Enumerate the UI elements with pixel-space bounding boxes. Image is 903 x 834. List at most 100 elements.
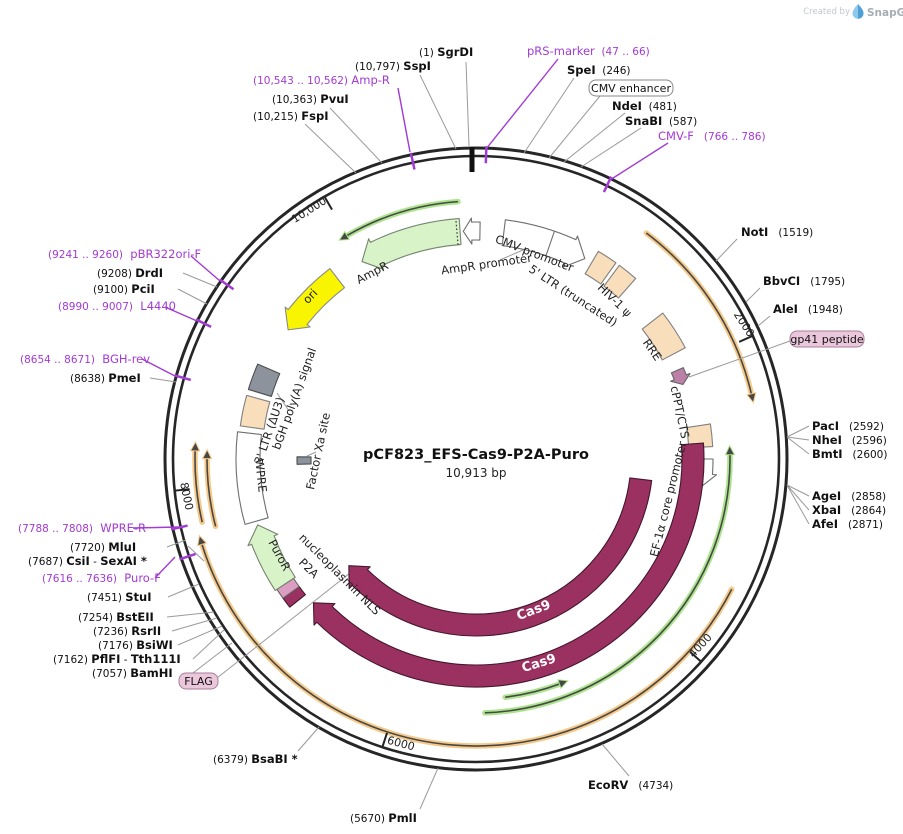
orf-orange-left1-arrowhead-icon: [189, 440, 201, 452]
flag-box: [178, 672, 219, 690]
orf-orange-left1-core: [194, 450, 203, 523]
cmv-enhancer-box: [588, 79, 674, 97]
leader-line: [419, 74, 457, 150]
orf-right-long-arrowhead-icon: [724, 444, 736, 456]
backbone-inner-circle: [171, 154, 781, 764]
scale-tick: [381, 732, 388, 747]
site-label-drdi: (9208) DrdI: [97, 266, 163, 280]
leader-line: [688, 340, 791, 378]
leader-line: [297, 726, 320, 752]
site-label-pvui: (10,363) PvuI: [272, 92, 349, 106]
leader-line: [177, 625, 223, 646]
feature-puror: [247, 524, 296, 591]
primer-leader-line: [397, 87, 411, 153]
gp41-peptide-box-text: gp41 peptide: [790, 333, 864, 346]
primer-leader-line: [141, 358, 176, 377]
scale-tick: [175, 488, 190, 492]
site-label-bamhi: (7057) BamHI: [92, 666, 173, 680]
site-label-sspi: (10,797) SspI: [355, 59, 431, 73]
backbone-outer-circle: [163, 146, 789, 772]
site-label-noti: NotI (1519): [741, 225, 813, 239]
leader-line: [580, 127, 642, 168]
scale-tick-label: 2000: [731, 309, 757, 340]
site-label-ndei: NdeI (481): [612, 99, 677, 113]
cppt-cts-label: cPPT/CTS: [668, 385, 693, 440]
scale-tick-label: 4000: [686, 631, 715, 660]
primer-leader-line: [164, 306, 198, 322]
leader-line: [166, 539, 187, 548]
leader-line: [465, 61, 470, 147]
site-label-bsabi: (6379) BsaBI *: [213, 752, 298, 766]
site-label-stui: (7451) StuI: [87, 590, 152, 604]
site-label-afei: AfeI (2871): [812, 517, 883, 531]
feature-divider: [545, 230, 555, 256]
site-label-sgrdi: (1) SgrDI: [419, 45, 473, 59]
site-label-pmli: (5670) PmlI: [350, 811, 417, 825]
site-label-prs-marker: pRS-marker (47 .. 66): [527, 44, 650, 58]
feature-rre: [641, 312, 686, 361]
gp41-peptide-box: [789, 330, 865, 348]
site-label-rsrii: (7236) RsrII: [93, 624, 161, 638]
site-label-mlui: (7720) MluI: [70, 540, 136, 554]
site-label-wpre-r: (7788 .. 7808) WPRE-R: [18, 521, 146, 535]
orf-orange-left2-core: [206, 458, 217, 527]
site-label-ecorv: EcoRV (4734): [588, 778, 673, 792]
leader-line: [786, 436, 810, 441]
orf-ampr-core: [346, 200, 459, 237]
site-label-spei: SpeI (246): [567, 63, 631, 77]
leader-line: [192, 629, 225, 660]
leader-line: [149, 377, 177, 383]
orf-orange-long-arrowhead-icon: [197, 534, 208, 547]
leader-line: [177, 288, 208, 305]
leader-line: [786, 436, 810, 455]
site-label-bsiwi: (7176) BsiWI: [98, 638, 173, 652]
site-label-fspi: (10,215) FspI: [253, 109, 329, 123]
leader-line: [563, 112, 626, 163]
leader-line: [548, 95, 601, 159]
leader-line: [786, 484, 810, 511]
scale-tick-label: 10,000: [289, 194, 329, 225]
primer-tick: [174, 374, 192, 382]
primer-leader-line: [154, 556, 176, 579]
feature-divider-dotted: [455, 218, 459, 245]
site-label-xbai: XbaI (2864): [812, 503, 886, 517]
leader-line: [601, 743, 630, 777]
flag-box-text: FLAG: [184, 675, 213, 688]
feature-bgh-polya: [247, 363, 281, 397]
orf-bottom-arrowhead-icon: [557, 679, 569, 690]
leader-line: [192, 642, 233, 674]
feature-ampr: [361, 218, 462, 270]
orf-ampr-arrowhead-icon: [338, 230, 351, 241]
site-label-cmv-f: CMV-F (766 .. 786): [658, 129, 766, 143]
feature-cas9-inner: [348, 477, 653, 637]
feature-cas9-outer: [312, 442, 705, 688]
site-label-alei: AleI (1948): [773, 302, 843, 316]
site-label-puro-f: (7616 .. 7636) Puro-F: [42, 571, 161, 585]
leader-line: [523, 77, 575, 154]
feature-factor-xa-site: [296, 456, 312, 465]
leader-line: [786, 484, 810, 525]
feature-3ltr-du3: [239, 394, 271, 430]
site-label-bbvci: BbvCI (1795): [763, 274, 845, 288]
orf-bottom-band: [502, 681, 563, 700]
site-label-amp-r: (10,543 .. 10,562) Amp-R: [253, 73, 390, 87]
primer-leader-line: [190, 255, 221, 282]
primer-leader-line: [132, 526, 181, 529]
primer-leader-line: [609, 142, 669, 181]
leader-line: [166, 611, 215, 618]
feature-wpre: [235, 431, 269, 525]
cmv-enhancer-box-text: CMV enhancer: [591, 82, 671, 95]
site-label-pflfi-tth111i: (7162) PflFI - Tth111I: [53, 652, 181, 666]
wpre-label: WPRE: [252, 458, 269, 493]
leader-line: [745, 287, 761, 303]
leader-line: [306, 451, 317, 457]
site-label-pmei: (8638) PmeI: [70, 371, 141, 385]
site-label-nhei: NheI (2596): [812, 433, 887, 447]
site-label-agei: AgeI (2858): [812, 489, 886, 503]
scale-tick: [324, 196, 333, 211]
site-label-csii-sexai: (7687) CsiI - SexAI *: [28, 554, 147, 568]
leader-line: [171, 617, 218, 632]
feature-hiv1-psi-b: [603, 264, 637, 299]
feature-hiv1-psi-a: [584, 250, 617, 285]
